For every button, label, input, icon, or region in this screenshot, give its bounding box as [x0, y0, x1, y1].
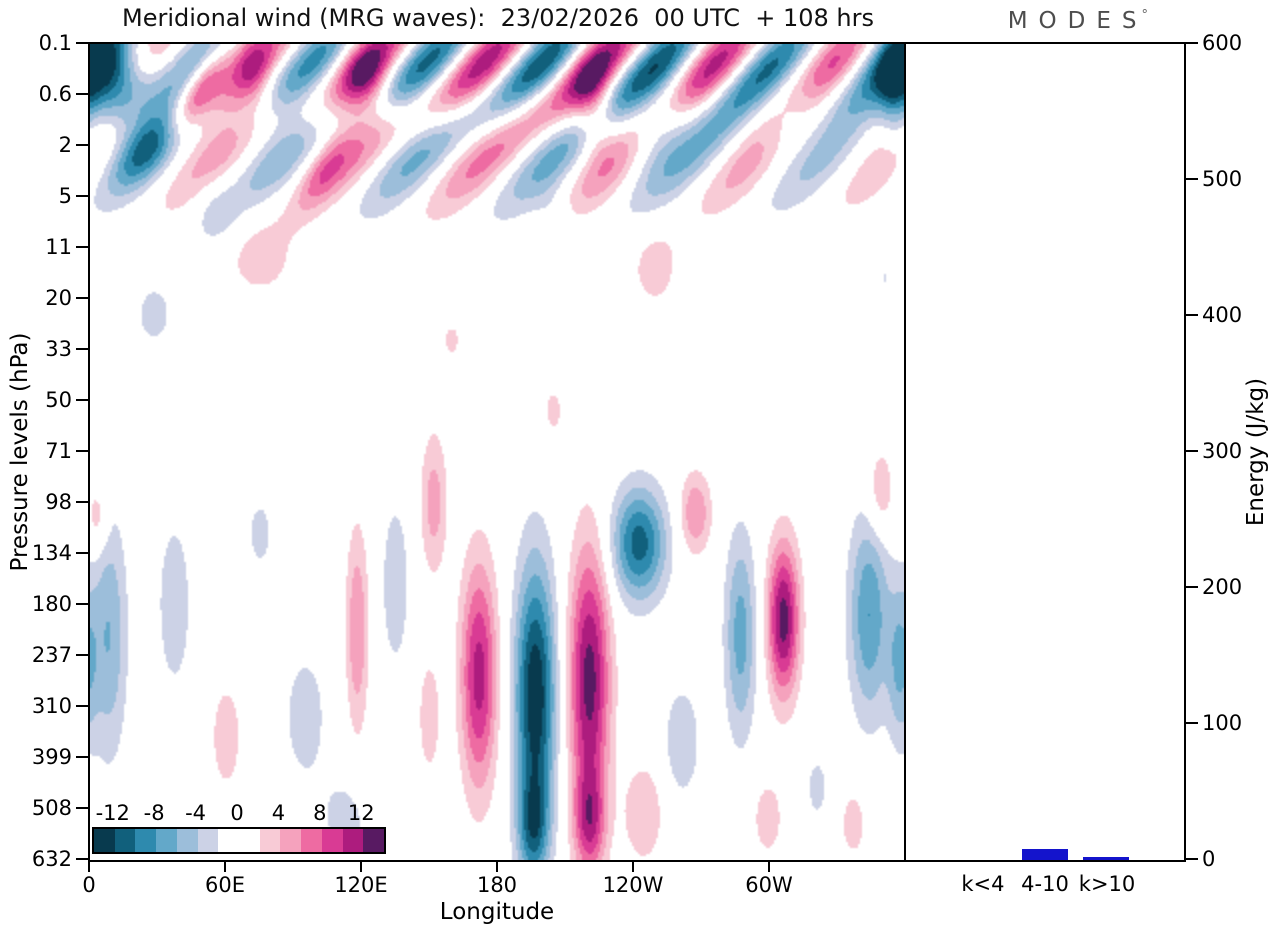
pressure-tick	[76, 348, 88, 350]
pressure-tick-label: 71	[45, 439, 72, 463]
colorbar-tick-label: 0	[230, 801, 244, 825]
wavenumber-category-label: k<4	[961, 872, 1005, 896]
colorbar-tick-label: 12	[347, 801, 375, 825]
pressure-tick-label: 11	[45, 235, 72, 259]
colorbar-swatch	[156, 829, 177, 852]
longitude-axis-label: Longitude	[439, 899, 555, 925]
contour-plot: -12 -8 -4 0 4 8 12	[88, 42, 906, 862]
longitude-tick-label: 120E	[334, 873, 388, 897]
colorbar-swatch	[259, 829, 281, 852]
pressure-tick	[76, 195, 88, 197]
pressure-tick-label: 98	[45, 490, 72, 514]
colorbar-swatch	[280, 829, 302, 852]
energy-tick-label: 400	[1202, 303, 1243, 327]
colorbar-tick-labels: -12 -8 -4 0 4 8 12	[92, 801, 386, 827]
pressure-tick	[76, 501, 88, 503]
pressure-tick	[76, 552, 88, 554]
colorbar-tick-label: 4	[271, 801, 286, 825]
pressure-tick-label: 0.6	[38, 82, 72, 106]
colorbar-swatches	[92, 827, 386, 854]
pressure-tick	[76, 144, 88, 146]
longitude-tick	[632, 860, 634, 872]
pressure-tick	[76, 42, 88, 44]
energy-tick	[1186, 722, 1198, 724]
pressure-tick	[76, 807, 88, 809]
pressure-tick-label: 632	[31, 847, 72, 871]
colorbar-swatch	[197, 829, 219, 852]
energy-tick-label: 500	[1202, 167, 1243, 191]
contour-canvas	[90, 44, 904, 860]
pressure-tick-label: 134	[31, 541, 72, 565]
pressure-tick-label: 33	[45, 337, 72, 361]
colorbar-swatch	[114, 829, 136, 852]
wavenumber-category-label: 4-10	[1021, 872, 1069, 896]
colorbar-swatch	[239, 829, 260, 852]
longitude-tick-label: 120W	[602, 873, 664, 897]
pressure-tick-label: 180	[31, 592, 72, 616]
energy-tick-label: 200	[1202, 575, 1243, 599]
pressure-tick-label: 310	[31, 694, 72, 718]
colorbar: -12 -8 -4 0 4 8 12	[92, 801, 386, 854]
longitude-tick-label: 0	[82, 873, 96, 897]
wavenumber-category-label: k>10	[1078, 872, 1136, 896]
energy-bar	[1083, 857, 1130, 860]
pressure-tick-label: 20	[45, 286, 72, 310]
pressure-tick	[76, 297, 88, 299]
pressure-tick	[76, 756, 88, 758]
pressure-tick	[76, 399, 88, 401]
energy-tick-label: 100	[1202, 711, 1243, 735]
energy-tick	[1186, 858, 1198, 860]
energy-tick-label: 0	[1202, 847, 1216, 871]
colorbar-swatch	[94, 829, 115, 852]
energy-tick	[1186, 42, 1198, 44]
colorbar-swatch	[321, 829, 343, 852]
pressure-tick-label: 0.1	[38, 31, 72, 55]
longitude-tick	[360, 860, 362, 872]
longitude-tick	[88, 860, 90, 872]
pressure-tick-label: 5	[58, 184, 72, 208]
energy-tick	[1186, 586, 1198, 588]
colorbar-swatch	[176, 829, 198, 852]
pressure-tick-label: 508	[31, 796, 72, 820]
pressure-tick-label: 237	[31, 643, 72, 667]
longitude-tick	[496, 860, 498, 872]
energy-bar	[1022, 849, 1068, 860]
energy-tick	[1186, 314, 1198, 316]
chart-title: Meridional wind (MRG waves): 23/02/2026 …	[121, 4, 874, 32]
pressure-tick-label: 50	[45, 388, 72, 412]
pressure-tick	[76, 603, 88, 605]
modes-logo-text: MODES	[1007, 8, 1148, 34]
longitude-tick	[224, 860, 226, 872]
energy-tick-label: 600	[1202, 31, 1243, 55]
pressure-tick-label: 399	[31, 745, 72, 769]
energy-tick	[1186, 178, 1198, 180]
pressure-tick	[76, 450, 88, 452]
energy-tick	[1186, 450, 1198, 452]
energy-bar-panel	[904, 42, 1186, 862]
colorbar-tick-label: 8	[313, 801, 327, 825]
colorbar-tick-label: -4	[185, 801, 207, 825]
colorbar-tick-label: -8	[143, 801, 165, 825]
longitude-tick-label: 180	[476, 873, 518, 897]
longitude-tick-label: 60E	[205, 873, 245, 897]
colorbar-swatch	[218, 829, 240, 852]
colorbar-swatch	[135, 829, 157, 852]
energy-tick-label: 300	[1202, 439, 1243, 463]
pressure-tick	[76, 705, 88, 707]
pressure-tick	[76, 654, 88, 656]
pressure-tick-label: 2	[58, 133, 72, 157]
colorbar-swatch	[363, 829, 385, 852]
pressure-tick	[76, 246, 88, 248]
colorbar-tick-label: -12	[95, 801, 130, 825]
pressure-tick	[76, 858, 88, 860]
longitude-tick	[768, 860, 770, 872]
modes-logo-degree-icon: °	[1141, 8, 1149, 23]
colorbar-swatch	[342, 829, 364, 852]
modes-logo: MODES°	[1008, 8, 1154, 34]
colorbar-swatch	[301, 829, 322, 852]
longitude-tick-label: 60W	[745, 873, 793, 897]
pressure-tick	[76, 93, 88, 95]
